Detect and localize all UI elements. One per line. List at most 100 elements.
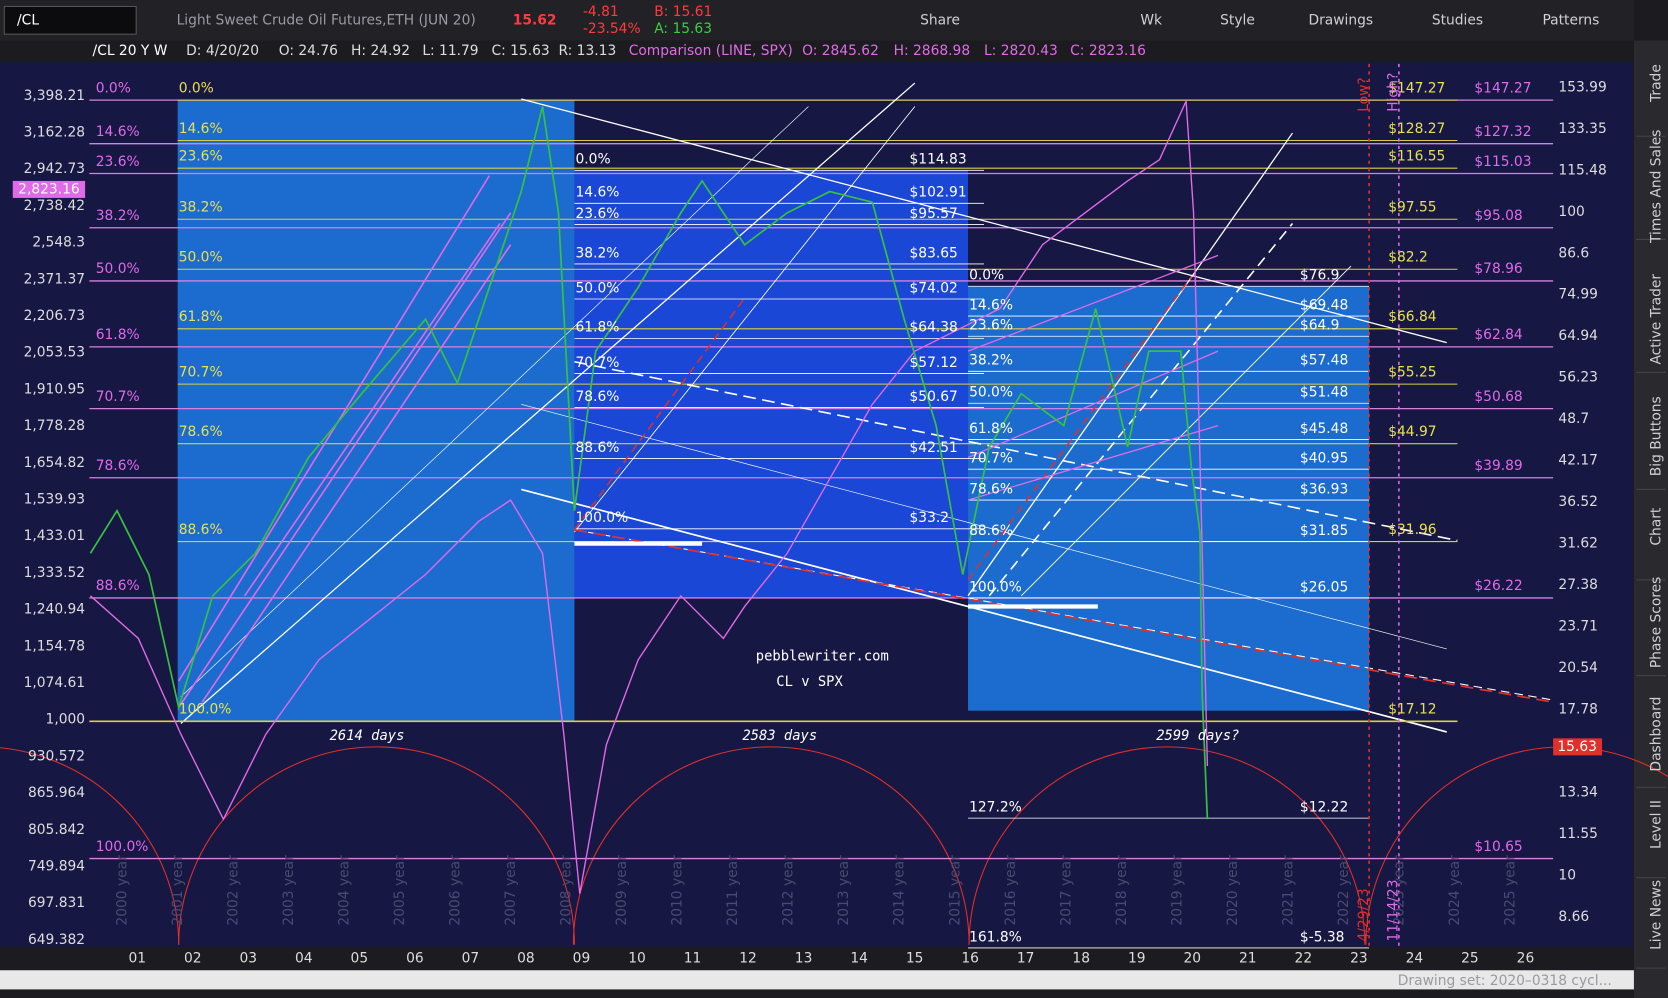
fib-box <box>968 286 1370 711</box>
fib-price: $127.32 <box>1474 124 1531 140</box>
drawing-line <box>521 488 1447 733</box>
fib-label: 50.0% <box>96 261 140 277</box>
year-label: 2014 year <box>892 855 908 926</box>
left-tick-label: 1,000 <box>46 712 86 728</box>
description: Light Sweet Crude Oil Futures,ETH (JUN 2… <box>177 12 476 28</box>
fib-price: $128.27 <box>1388 121 1445 137</box>
year-label: 2002 year <box>225 855 241 926</box>
drawing-line <box>1020 265 1352 597</box>
sidebar-tab[interactable]: Times And Sales <box>1648 129 1664 244</box>
fib-label: 14.6% <box>969 297 1013 313</box>
left-tick-label: 2,053.53 <box>24 345 86 361</box>
sidebar-tab[interactable]: Active Trader <box>1648 274 1664 365</box>
year-label: 2024 year <box>1447 855 1463 926</box>
sidebar-tab[interactable]: Chart <box>1648 507 1664 546</box>
left-tick-label: 865.964 <box>28 785 85 801</box>
fib-label: 14.6% <box>179 121 223 137</box>
right-tick-label: 115.48 <box>1558 162 1606 178</box>
comparison-item: H: 2868.98 <box>894 43 971 59</box>
fib-price: $57.12 <box>910 355 958 371</box>
year-label: 2006 year <box>448 855 464 926</box>
year-label: 2016 year <box>1003 855 1019 926</box>
fib-label: 38.2% <box>969 353 1013 369</box>
fib-label: 88.6% <box>969 523 1013 539</box>
symbol-box[interactable] <box>3 5 137 35</box>
fib-label: 38.2% <box>179 200 223 216</box>
sidebar-tab[interactable]: Trade <box>1648 64 1664 103</box>
year-label: 2001 year <box>170 855 186 926</box>
fib-price: $33.2 <box>910 510 950 526</box>
ohlc-item: R: 13.13 <box>558 43 616 59</box>
toolbar-button[interactable]: Wk <box>1140 12 1162 28</box>
cycle-label: 2583 days <box>742 728 817 744</box>
left-tick-label: 2,371.37 <box>24 271 86 287</box>
sidebar-tab[interactable]: Level II <box>1648 800 1664 849</box>
date-label: 11/14/23 <box>1386 879 1402 941</box>
x-tick-label: 18 <box>1072 951 1090 967</box>
right-tick-label: 11.55 <box>1558 826 1598 842</box>
drawing-line <box>967 424 1219 501</box>
fib-price: $147.27 <box>1474 80 1531 96</box>
x-tick-label: 10 <box>628 951 646 967</box>
scrollbar[interactable] <box>0 970 1634 990</box>
toolbar <box>0 0 1634 41</box>
toolbar-button[interactable]: Share <box>920 12 960 28</box>
x-tick-label: 03 <box>239 951 257 967</box>
fib-price: $64.38 <box>910 320 958 336</box>
drawing-line <box>178 175 491 682</box>
drawing-line <box>244 223 501 597</box>
drawing-line <box>201 244 512 703</box>
x-tick-label: 04 <box>295 951 313 967</box>
fib-label: 78.6% <box>969 481 1013 497</box>
right-tick-label: 86.6 <box>1558 245 1589 261</box>
x-tick-label: 12 <box>739 951 757 967</box>
drawing-line <box>574 360 1458 542</box>
toolbar-button[interactable]: Patterns <box>1542 12 1599 28</box>
x-tick-label: 07 <box>462 951 480 967</box>
sidebar-tab[interactable]: Phase Scores <box>1648 577 1664 669</box>
right-tick-label: 100 <box>1558 204 1584 220</box>
left-tick-label: 1,539.93 <box>24 492 86 508</box>
toolbar-button[interactable]: Drawings <box>1308 12 1373 28</box>
drawing-line <box>967 350 1219 459</box>
sidebar-tab[interactable]: Dashboard <box>1648 697 1664 772</box>
x-tick-label: 05 <box>351 951 369 967</box>
current-marker <box>12 180 86 198</box>
fib-price: $26.05 <box>1300 579 1348 595</box>
fib-label: 78.6% <box>576 389 620 405</box>
right-tick-label: 10 <box>1558 868 1576 884</box>
fib-label: 38.2% <box>96 208 140 224</box>
x-tick-label: 11 <box>684 951 702 967</box>
x-tick-label: 02 <box>184 951 202 967</box>
sidebar-tab[interactable]: Live News <box>1648 880 1664 950</box>
sidebar-tab[interactable]: Big Buttons <box>1648 396 1664 476</box>
symbol[interactable]: /CL <box>17 12 39 28</box>
toolbar-button[interactable]: Style <box>1220 12 1255 28</box>
x-tick-label: 20 <box>1183 951 1201 967</box>
x-tick-label: 21 <box>1239 951 1257 967</box>
comparison-item: O: 2845.62 <box>802 43 879 59</box>
left-tick-label: 697.831 <box>28 895 85 911</box>
fib-price: $78.96 <box>1474 261 1522 277</box>
cycle-arc <box>572 746 970 945</box>
fib-label: 23.6% <box>179 148 223 164</box>
right-tick-label: 153.99 <box>1558 79 1606 95</box>
cycle-label: 2614 days <box>330 728 405 744</box>
drawing-line <box>180 106 809 698</box>
x-tick-label: 16 <box>961 951 979 967</box>
fib-price: $45.48 <box>1300 421 1348 437</box>
fib-label: 50.0% <box>179 250 223 266</box>
fib-label: 61.8% <box>969 421 1013 437</box>
year-label: 2022 year <box>1336 855 1352 926</box>
toolbar-button[interactable]: Studies <box>1432 12 1483 28</box>
fib-price: $36.93 <box>1300 481 1348 497</box>
drawing-line <box>967 254 1219 352</box>
fib-label: 70.7% <box>179 364 223 380</box>
fib-price: $51.48 <box>1300 385 1348 401</box>
fib-price: $114.83 <box>910 152 967 168</box>
x-tick-label: 15 <box>906 951 924 967</box>
ohlc-item: D: 4/20/20 <box>186 43 259 59</box>
ask: A: 15.63 <box>654 21 712 37</box>
fib-label: 0.0% <box>96 80 131 96</box>
fib-label: 61.8% <box>576 320 620 336</box>
